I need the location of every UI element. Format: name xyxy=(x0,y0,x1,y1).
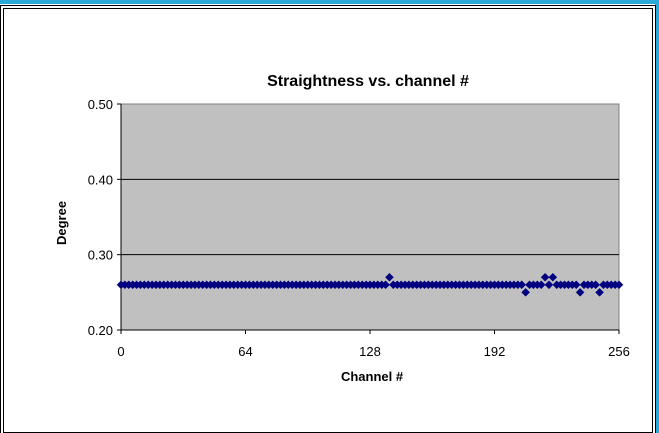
data-point xyxy=(575,287,585,297)
data-point xyxy=(536,280,546,290)
data-point xyxy=(540,272,550,282)
x-tick-label: 0 xyxy=(117,344,124,359)
data-point xyxy=(385,272,394,282)
y-tick-label: 0.50 xyxy=(88,97,113,112)
y-axis-label: Degree xyxy=(54,201,69,245)
x-tick-label: 256 xyxy=(608,344,630,359)
data-point xyxy=(595,287,604,297)
plot-area xyxy=(120,103,620,331)
axis-layer: 0.20 0.30 0.40 0.50 0 64 128 192 256 xyxy=(88,97,630,359)
chart-title: Straightness vs. channel # xyxy=(267,73,469,90)
data-point xyxy=(591,280,601,290)
x-tick-label: 128 xyxy=(359,344,381,359)
data-point xyxy=(521,287,530,297)
grid-layer xyxy=(121,178,619,256)
y-tick-label: 0.30 xyxy=(88,248,113,263)
y-tick-label: 0.40 xyxy=(88,172,113,187)
x-tick-label: 192 xyxy=(484,344,506,359)
data-point xyxy=(571,280,581,290)
x-axis-label: Channel # xyxy=(341,369,404,384)
data-point xyxy=(544,280,554,290)
x-tick-label: 64 xyxy=(238,344,252,359)
data-point xyxy=(614,280,624,290)
y-tick-label: 0.20 xyxy=(88,323,113,338)
data-point xyxy=(548,272,558,282)
data-point xyxy=(517,280,527,290)
marker-layer xyxy=(116,272,624,297)
data-point xyxy=(381,280,390,290)
